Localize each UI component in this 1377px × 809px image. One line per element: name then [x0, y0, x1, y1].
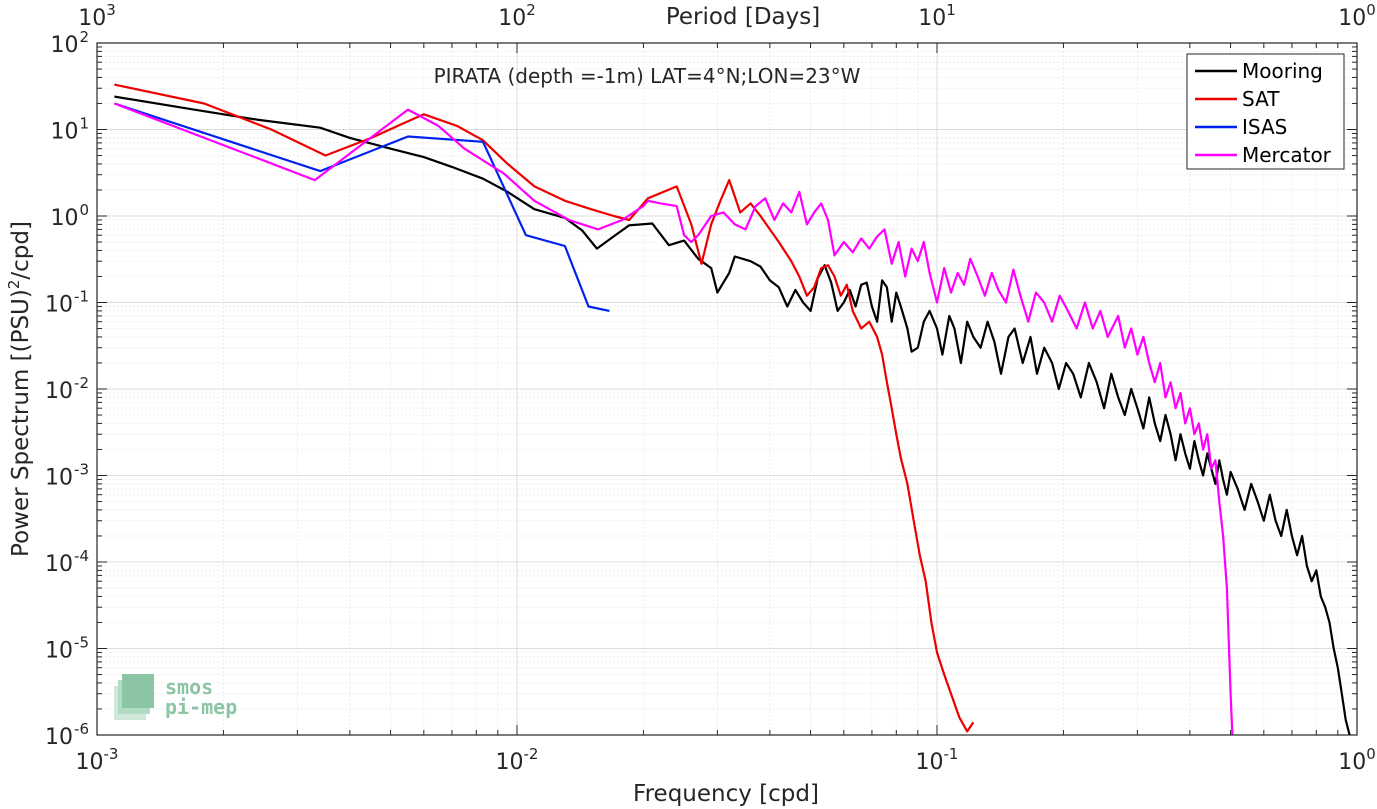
y-tick-label-base: 10	[50, 33, 78, 58]
chart-title: PIRATA (depth =-1m) LAT=4°N;LON=23°W	[434, 64, 861, 88]
y-tick-label-exp: -2	[74, 374, 89, 392]
series-line-mercator	[114, 102, 1234, 736]
legend: Mooring SAT ISAS Mercator	[1186, 53, 1345, 170]
y-tick-label: 101	[50, 115, 89, 145]
series-line-mooring	[114, 95, 1351, 736]
logo-text-line2: pi-mep	[165, 695, 237, 719]
logo-shape-front	[122, 674, 154, 708]
legend-box	[1186, 53, 1345, 170]
tick-marks	[97, 43, 1357, 735]
y-tick-label: 10-6	[45, 720, 89, 750]
x-tick-label-exp: -1	[944, 745, 959, 763]
legend-label-isas: ISAS	[1242, 115, 1287, 139]
y-tick-label: 10-3	[45, 461, 89, 491]
top-tick-label-base: 10	[78, 6, 106, 31]
top-tick-label-exp: 3	[106, 1, 116, 19]
x-tick-label-base: 10	[916, 750, 944, 775]
y-tick-label-exp: 1	[79, 115, 89, 133]
top-tick-label-base: 10	[918, 6, 946, 31]
y-tick-label-base: 10	[45, 725, 73, 750]
x-tick-label: 10-3	[76, 745, 119, 775]
legend-label-mercator: Mercator	[1242, 143, 1332, 167]
y-tick-label-base: 10	[45, 466, 73, 491]
y-axis-label-sup: 2	[5, 280, 23, 290]
y-tick-label: 10-4	[45, 547, 89, 577]
x-axis-label: Frequency [cpd]	[633, 781, 819, 807]
y-tick-label-base: 10	[45, 639, 73, 664]
y-tick-label: 100	[50, 201, 89, 231]
top-axis-label: Period [Days]	[666, 4, 820, 30]
top-tick-label: 101	[918, 1, 956, 31]
series-layer	[114, 83, 1351, 736]
y-tick-label-base: 10	[45, 379, 73, 404]
y-tick-label: 10-2	[45, 374, 89, 404]
y-tick-label-base: 10	[50, 120, 78, 145]
top-tick-label: 102	[498, 1, 536, 31]
y-tick-label: 10-5	[45, 634, 89, 664]
x-tick-label-exp: 0	[1366, 745, 1376, 763]
x-tick-label-base: 10	[1338, 750, 1366, 775]
smos-pi-mep-logo: smos pi-mep	[114, 674, 237, 720]
logo-text-line1: smos	[165, 675, 213, 699]
x-tick-label-exp: -3	[104, 745, 119, 763]
top-tick-label: 103	[78, 1, 116, 31]
legend-label-mooring: Mooring	[1242, 59, 1323, 83]
y-axis-label-main: Power Spectrum [(PSU)	[8, 289, 34, 557]
y-tick-label-exp: -4	[74, 547, 89, 565]
y-axis-label-tail: /cpd]	[8, 221, 34, 280]
y-tick-label-base: 10	[50, 206, 78, 231]
top-tick-label-exp: 0	[1366, 1, 1376, 19]
top-tick-label-base: 10	[1338, 6, 1366, 31]
series-line-sat	[114, 83, 975, 733]
top-tick-label-base: 10	[498, 6, 526, 31]
x-tick-label: 10-1	[916, 745, 959, 775]
y-axis-label: Power Spectrum [(PSU)2/cpd]	[5, 221, 34, 557]
y-tick-label-exp: -6	[74, 720, 89, 738]
top-tick-label-exp: 2	[526, 1, 536, 19]
x-tick-label: 10-2	[496, 745, 539, 775]
y-tick-label-exp: -5	[74, 634, 89, 652]
y-tick-label-base: 10	[45, 552, 73, 577]
y-tick-label-base: 10	[45, 293, 73, 318]
y-tick-label: 102	[50, 28, 89, 58]
legend-label-sat: SAT	[1242, 87, 1280, 111]
logo-mark-icon	[114, 674, 154, 720]
x-tick-label: 100	[1338, 745, 1376, 775]
top-tick-label-exp: 1	[946, 1, 956, 19]
x-tick-label-base: 10	[496, 750, 524, 775]
y-tick-label-exp: 2	[79, 28, 89, 46]
y-tick-label-exp: 0	[79, 201, 89, 219]
tick-labels: 10-3 10-2 10-1 10010210110010-110-210-310-4…	[45, 1, 1376, 775]
y-tick-label: 10-1	[45, 288, 89, 318]
y-tick-label-exp: -1	[74, 288, 89, 306]
top-tick-label: 100	[1338, 1, 1376, 31]
x-tick-label-exp: -2	[524, 745, 539, 763]
x-tick-label-base: 10	[76, 750, 104, 775]
y-tick-label-exp: -3	[74, 461, 89, 479]
